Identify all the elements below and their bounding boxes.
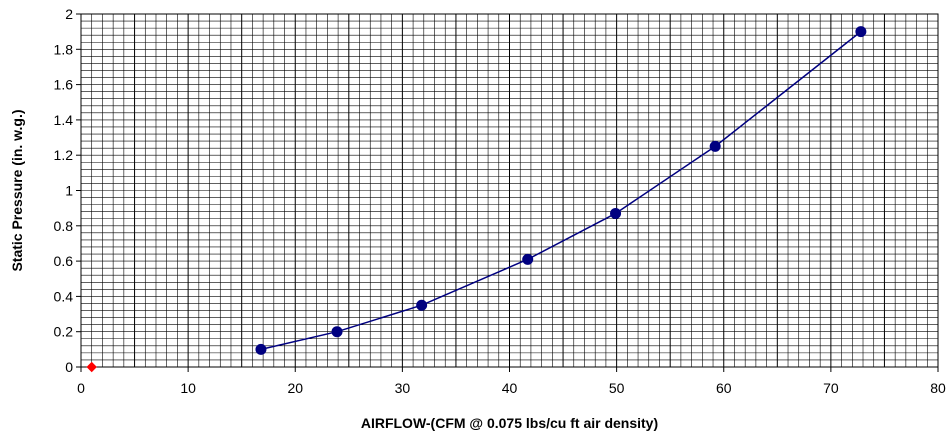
y-tick-label: 1.4 xyxy=(54,112,74,128)
y-tick-label: 0.2 xyxy=(54,324,74,340)
y-tick-label: 1 xyxy=(65,183,73,199)
x-axis-title: AIRFLOW-(CFM @ 0.075 lbs/cu ft air densi… xyxy=(361,415,658,431)
x-tick-label: 10 xyxy=(180,380,196,396)
series-1 xyxy=(86,361,97,373)
data-point xyxy=(255,343,267,355)
data-point xyxy=(522,253,534,265)
y-tick-label: 0.6 xyxy=(54,253,74,269)
y-tick-label: 1.6 xyxy=(54,77,74,93)
x-tick-label: 40 xyxy=(502,380,518,396)
y-tick-label: 0 xyxy=(65,359,73,375)
x-tick-label: 50 xyxy=(609,380,625,396)
y-tick-label: 0.8 xyxy=(54,218,74,234)
x-tick-label: 30 xyxy=(395,380,411,396)
series-layer xyxy=(86,26,867,373)
data-point xyxy=(86,361,97,373)
x-axis-ticks: 0 10 20 30 40 50 60 70 80 xyxy=(77,367,946,396)
x-tick-label: 70 xyxy=(823,380,839,396)
y-tick-label: 2 xyxy=(65,6,73,22)
grid xyxy=(81,14,938,367)
y-axis-ticks: 0 0.2 0.4 0.6 0.8 1 1.2 1.4 1.6 1.8 2 xyxy=(54,6,81,375)
data-point xyxy=(855,26,867,38)
data-point xyxy=(709,140,721,152)
data-point xyxy=(610,207,622,219)
y-tick-label: 1.2 xyxy=(54,147,74,163)
series-0 xyxy=(255,26,867,355)
y-axis-title: Static Pressure (in. w.g.) xyxy=(9,109,25,271)
data-point xyxy=(416,299,428,311)
y-tick-label: 0.4 xyxy=(54,288,74,304)
data-point xyxy=(331,326,343,338)
x-tick-label: 80 xyxy=(930,380,946,396)
x-tick-label: 60 xyxy=(716,380,732,396)
y-tick-label: 1.8 xyxy=(54,41,74,57)
x-tick-label: 20 xyxy=(287,380,303,396)
x-tick-label: 0 xyxy=(77,380,85,396)
